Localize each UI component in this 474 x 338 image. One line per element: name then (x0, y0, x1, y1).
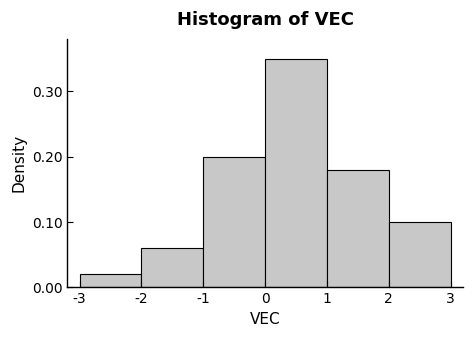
Bar (327, 170, 389, 288)
X-axis label: VEC: VEC (250, 312, 281, 327)
Bar (80, 274, 141, 288)
Bar (265, 58, 327, 288)
Y-axis label: Density: Density (11, 134, 26, 192)
Title: Histogram of VEC: Histogram of VEC (177, 11, 354, 29)
Bar (203, 157, 265, 288)
Bar (141, 248, 203, 288)
Bar (389, 222, 450, 288)
